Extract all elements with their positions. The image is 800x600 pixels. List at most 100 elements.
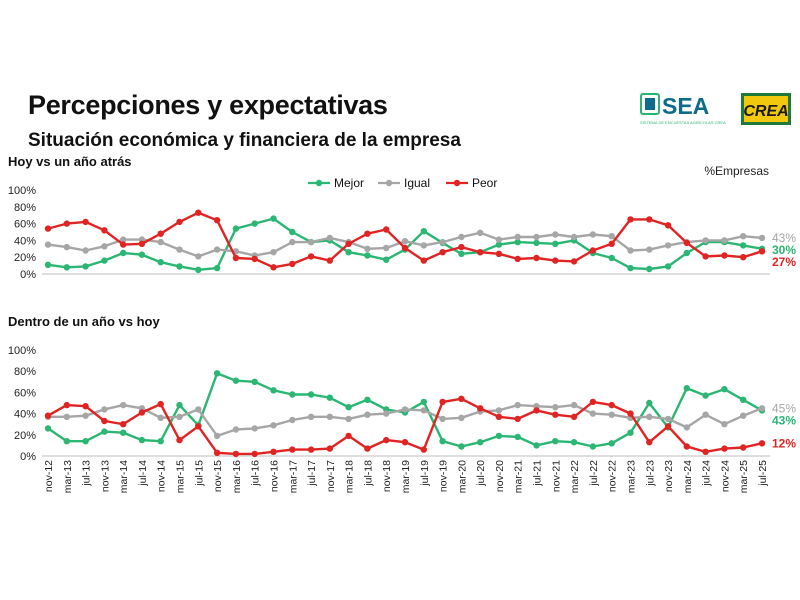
- data-point-mejor: [683, 385, 690, 392]
- unit-note: %Empresas: [704, 164, 769, 178]
- x-tick-label: jul-22: [588, 460, 600, 487]
- data-point-mejor: [420, 398, 427, 406]
- data-point-igual: [589, 410, 597, 417]
- data-point-peor: [289, 446, 296, 453]
- x-tick-label: nov-18: [381, 460, 393, 492]
- data-point-mejor: [251, 378, 258, 385]
- data-point-peor: [627, 410, 634, 417]
- data-point-mejor: [63, 264, 70, 271]
- data-point-peor: [514, 255, 521, 263]
- data-point-mejor: [270, 387, 277, 394]
- data-point-peor: [270, 264, 277, 271]
- data-point-mejor: [514, 238, 521, 246]
- data-point-igual: [458, 233, 465, 241]
- data-point-peor: [664, 222, 672, 229]
- data-point-mejor: [495, 241, 503, 248]
- data-point-igual: [552, 231, 559, 238]
- legend-marker-peor: [453, 179, 461, 187]
- data-point-mejor: [740, 396, 747, 403]
- data-point-igual: [364, 411, 371, 418]
- data-point-peor: [120, 421, 127, 428]
- x-tick-label: mar-25: [738, 460, 750, 493]
- x-tick-label: nov-13: [99, 460, 111, 492]
- data-point-mejor: [289, 228, 296, 236]
- data-point-igual: [82, 412, 89, 419]
- data-point-peor: [138, 240, 146, 247]
- data-point-mejor: [120, 429, 127, 436]
- data-point-mejor: [157, 438, 164, 445]
- data-point-mejor: [213, 370, 221, 377]
- data-point-igual: [401, 238, 409, 245]
- data-point-mejor: [683, 249, 690, 257]
- y-tick-label: 40%: [14, 235, 36, 247]
- y-tick-label: 100%: [8, 185, 36, 197]
- data-point-peor: [533, 254, 540, 262]
- x-tick-label: mar-17: [287, 460, 299, 493]
- data-point-igual: [101, 406, 108, 413]
- y-tick-label: 20%: [14, 252, 36, 264]
- data-point-mejor: [176, 401, 183, 409]
- data-point-mejor: [44, 425, 52, 432]
- data-point-igual: [101, 243, 108, 250]
- data-point-igual: [383, 244, 390, 252]
- x-tick-label: jul-14: [137, 460, 149, 487]
- legend-label-peor: Peor: [472, 176, 497, 190]
- x-tick-label: mar-15: [175, 460, 187, 493]
- crea-logo: CREA: [741, 93, 791, 125]
- data-point-igual: [627, 247, 634, 254]
- data-point-peor: [608, 401, 615, 409]
- data-point-peor: [138, 409, 146, 416]
- data-point-mejor: [345, 249, 352, 256]
- data-point-peor: [232, 254, 240, 262]
- data-point-mejor: [608, 440, 615, 447]
- data-point-mejor: [195, 266, 202, 273]
- data-point-peor: [213, 449, 221, 456]
- data-point-igual: [514, 401, 521, 409]
- data-point-peor: [683, 443, 690, 450]
- data-point-mejor: [326, 394, 333, 401]
- x-tick-label: mar-19: [400, 460, 412, 493]
- data-point-mejor: [608, 254, 615, 262]
- data-point-mejor: [420, 228, 427, 235]
- data-point-peor: [232, 450, 240, 458]
- data-point-igual: [176, 413, 183, 420]
- data-point-mejor: [120, 249, 127, 257]
- data-point-igual: [702, 411, 709, 418]
- data-point-mejor: [251, 220, 258, 227]
- data-point-peor: [176, 218, 183, 226]
- data-point-igual: [570, 233, 578, 241]
- data-point-peor: [401, 244, 409, 252]
- data-point-igual: [120, 236, 127, 243]
- data-point-mejor: [157, 259, 164, 266]
- data-point-igual: [307, 238, 315, 246]
- data-point-mejor: [82, 438, 89, 445]
- data-point-igual: [664, 242, 672, 249]
- data-point-peor: [101, 227, 108, 234]
- data-point-peor: [326, 445, 333, 452]
- page-subtitle: Situación económica y financiera de la e…: [28, 130, 461, 151]
- data-point-mejor: [552, 438, 559, 445]
- x-tick-label: mar-18: [344, 460, 356, 493]
- data-point-igual: [589, 231, 597, 238]
- data-point-peor: [401, 439, 409, 446]
- data-point-peor: [552, 411, 559, 418]
- data-point-peor: [251, 255, 258, 263]
- x-tick-label: nov-22: [607, 460, 619, 492]
- data-point-igual: [63, 243, 70, 251]
- data-point-peor: [307, 446, 315, 453]
- data-point-peor: [439, 249, 446, 256]
- y-tick-label: 60%: [14, 387, 36, 399]
- x-tick-label: nov-19: [438, 460, 450, 492]
- data-point-igual: [458, 414, 465, 421]
- data-point-mejor: [646, 399, 653, 407]
- data-point-igual: [157, 414, 164, 421]
- data-point-peor: [82, 218, 89, 226]
- data-point-peor: [702, 448, 709, 455]
- data-point-peor: [458, 395, 465, 402]
- x-tick-label: mar-20: [456, 460, 468, 493]
- data-point-igual: [495, 236, 503, 243]
- data-point-igual: [664, 415, 672, 423]
- data-point-peor: [195, 423, 202, 430]
- panel-title: Hoy vs un año atrás: [8, 154, 132, 169]
- crea-logo-text: CREA: [743, 103, 788, 120]
